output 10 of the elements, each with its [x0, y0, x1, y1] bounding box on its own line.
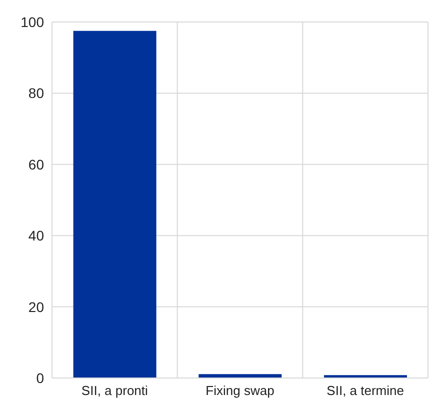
y-tick-label: 20 — [28, 298, 44, 315]
y-tick-label: 40 — [28, 228, 44, 244]
x-tick-label: Fixing swap — [206, 383, 274, 398]
y-tick-label: 100 — [20, 14, 44, 30]
y-tick-label: 60 — [28, 156, 44, 172]
x-tick-label: SII, a pronti — [81, 383, 148, 398]
x-tick-label: SII, a termine — [326, 383, 404, 398]
y-tick-label: 80 — [28, 85, 44, 102]
y-tick-label: 0 — [36, 370, 44, 386]
bar — [73, 30, 156, 378]
